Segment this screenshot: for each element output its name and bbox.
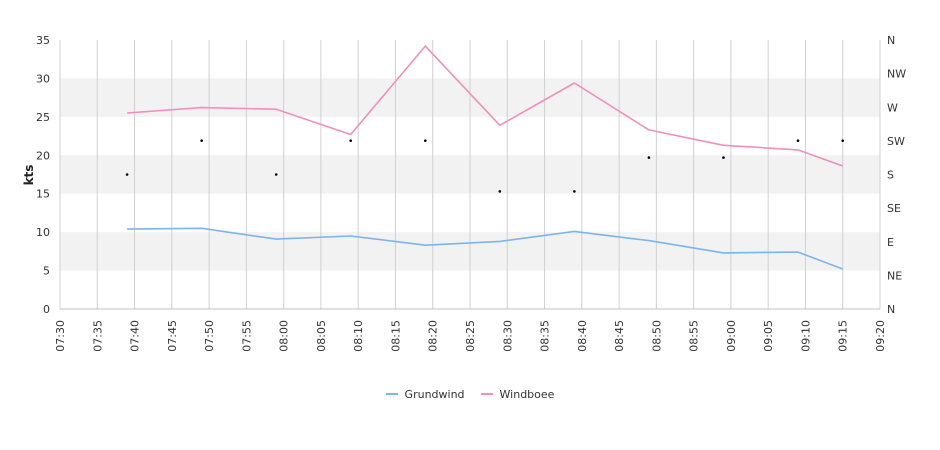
x-tick-label: 07:35 [91, 320, 104, 352]
direction-point [647, 156, 651, 159]
legend: Grundwind Windboee [0, 385, 940, 401]
y-tick-label: 5 [43, 265, 50, 278]
legend-label: Windboee [499, 387, 555, 401]
direction-point [841, 139, 845, 142]
legend-label: Grundwind [404, 387, 465, 401]
x-tick-label: 08:50 [650, 320, 663, 352]
x-tick-label: 07:40 [129, 320, 142, 352]
direction-point [200, 139, 203, 142]
x-tick-label: 08:20 [427, 320, 440, 352]
legend-item-windboee[interactable]: Windboee [480, 387, 555, 401]
direction-point [722, 156, 725, 159]
direction-point [125, 173, 129, 176]
x-tick-label: 09:20 [874, 320, 887, 352]
y-tick-label: 20 [36, 149, 50, 162]
y2-tick-label: N [887, 34, 895, 47]
y-tick-label: 30 [36, 72, 50, 85]
x-tick-label: 09:15 [837, 320, 850, 352]
direction-point [274, 173, 278, 176]
y-axis-right: N NE E SE S SW W NW N [887, 34, 906, 316]
y-tick-label: 35 [36, 34, 50, 47]
x-tick-label: 09:00 [725, 320, 738, 352]
direction-point [498, 190, 502, 193]
x-tick-label: 08:10 [352, 320, 365, 352]
y2-tick-label: N [887, 303, 895, 316]
y-axis-label: kts [22, 165, 36, 186]
x-tick-label: 08:25 [464, 320, 477, 352]
x-tick-label: 08:35 [539, 320, 552, 352]
y2-tick-label: W [887, 101, 898, 114]
direction-point [423, 139, 427, 142]
y2-tick-label: S [887, 169, 894, 182]
y2-tick-label: NW [887, 68, 906, 81]
y-tick-label: 0 [43, 303, 50, 316]
y2-tick-label: E [887, 236, 894, 249]
y-axis-left: 0 5 10 15 20 25 30 35 [36, 34, 50, 316]
legend-swatch [385, 393, 398, 395]
series-line-grundwind [127, 227, 843, 270]
series-layer [125, 45, 845, 270]
x-tick-label: 07:45 [166, 320, 179, 352]
y2-tick-label: SE [887, 202, 901, 215]
y-tick-label: 15 [36, 188, 50, 201]
x-tick-label: 08:15 [389, 320, 402, 352]
x-axis: 07:30 07:35 07:40 07:45 07:50 07:55 08:00 08:05… [54, 320, 887, 352]
x-tick-label: 08:40 [576, 320, 589, 352]
x-tick-label: 08:30 [501, 320, 514, 352]
direction-point [349, 139, 353, 142]
x-tick-label: 08:45 [613, 320, 626, 352]
legend-item-grundwind[interactable]: Grundwind [385, 387, 465, 401]
y2-tick-label: NE [887, 269, 902, 282]
x-tick-label: 08:05 [315, 320, 328, 352]
x-tick-label: 09:05 [762, 320, 775, 352]
y-tick-label: 10 [36, 226, 50, 239]
x-tick-label: 07:55 [240, 320, 253, 352]
x-tick-label: 07:50 [203, 320, 216, 352]
legend-swatch [480, 393, 493, 395]
direction-point [573, 190, 576, 193]
x-tick-label: 08:55 [688, 320, 701, 352]
y2-tick-label: SW [887, 135, 905, 148]
y-tick-label: 25 [36, 111, 50, 124]
x-tick-label: 08:00 [278, 320, 291, 352]
series-line-windboee [127, 45, 843, 167]
direction-point [796, 139, 800, 142]
grid-lines [59, 40, 881, 310]
x-tick-label: 09:10 [799, 320, 812, 352]
x-tick-label: 07:30 [54, 320, 67, 352]
